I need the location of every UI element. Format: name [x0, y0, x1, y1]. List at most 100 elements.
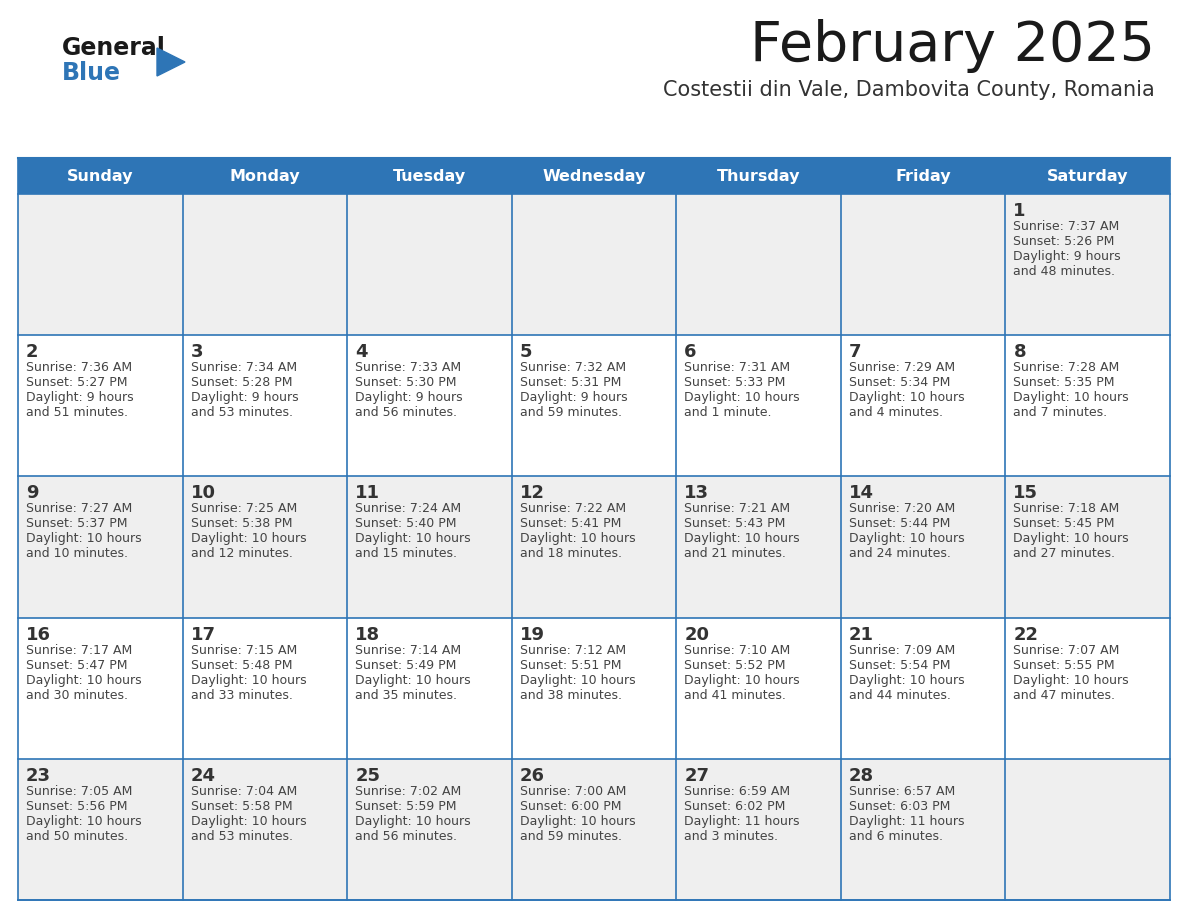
Text: and 35 minutes.: and 35 minutes.: [355, 688, 457, 701]
Bar: [1005, 476, 1170, 618]
Text: Sunrise: 7:33 AM: Sunrise: 7:33 AM: [355, 361, 461, 375]
Text: Friday: Friday: [896, 169, 950, 184]
Text: and 38 minutes.: and 38 minutes.: [519, 688, 621, 701]
Text: Sunset: 5:48 PM: Sunset: 5:48 PM: [190, 658, 292, 672]
Text: and 15 minutes.: and 15 minutes.: [355, 547, 457, 560]
Text: Daylight: 9 hours: Daylight: 9 hours: [26, 391, 133, 404]
Text: Sunset: 5:31 PM: Sunset: 5:31 PM: [519, 376, 621, 389]
Text: and 51 minutes.: and 51 minutes.: [26, 406, 128, 420]
Bar: [841, 759, 1005, 900]
Bar: [183, 618, 347, 759]
Text: 19: 19: [519, 625, 545, 644]
Bar: [676, 335, 841, 476]
Text: Sunrise: 7:22 AM: Sunrise: 7:22 AM: [519, 502, 626, 515]
Text: Wednesday: Wednesday: [542, 169, 646, 184]
Bar: [347, 618, 512, 759]
Bar: [1005, 618, 1170, 759]
Bar: [676, 618, 841, 759]
Text: Daylight: 9 hours: Daylight: 9 hours: [1013, 250, 1121, 263]
Text: 18: 18: [355, 625, 380, 644]
Text: 4: 4: [355, 343, 367, 361]
Bar: [1005, 759, 1170, 900]
Text: 9: 9: [26, 485, 38, 502]
Text: Daylight: 10 hours: Daylight: 10 hours: [684, 674, 800, 687]
Text: and 44 minutes.: and 44 minutes.: [849, 688, 950, 701]
Text: Sunrise: 7:15 AM: Sunrise: 7:15 AM: [190, 644, 297, 656]
Text: Sunrise: 7:21 AM: Sunrise: 7:21 AM: [684, 502, 790, 515]
Text: and 27 minutes.: and 27 minutes.: [1013, 547, 1116, 560]
Text: and 10 minutes.: and 10 minutes.: [26, 547, 128, 560]
Text: Daylight: 10 hours: Daylight: 10 hours: [190, 815, 307, 828]
Text: and 3 minutes.: and 3 minutes.: [684, 830, 778, 843]
Text: Sunrise: 7:14 AM: Sunrise: 7:14 AM: [355, 644, 461, 656]
Text: Costestii din Vale, Dambovita County, Romania: Costestii din Vale, Dambovita County, Ro…: [663, 80, 1155, 100]
Text: and 18 minutes.: and 18 minutes.: [519, 547, 621, 560]
Text: 1: 1: [1013, 202, 1026, 220]
Text: Daylight: 10 hours: Daylight: 10 hours: [684, 391, 800, 404]
Text: 6: 6: [684, 343, 697, 361]
Text: Sunset: 5:54 PM: Sunset: 5:54 PM: [849, 658, 950, 672]
Text: 14: 14: [849, 485, 874, 502]
Text: and 53 minutes.: and 53 minutes.: [190, 406, 292, 420]
Bar: [512, 158, 676, 194]
Text: February 2025: February 2025: [750, 19, 1155, 73]
Text: Daylight: 11 hours: Daylight: 11 hours: [849, 815, 965, 828]
Text: Sunday: Sunday: [67, 169, 133, 184]
Text: Sunset: 5:41 PM: Sunset: 5:41 PM: [519, 518, 621, 531]
Text: 28: 28: [849, 767, 874, 785]
Bar: [676, 759, 841, 900]
Bar: [347, 335, 512, 476]
Text: Monday: Monday: [229, 169, 301, 184]
Text: 16: 16: [26, 625, 51, 644]
Text: Daylight: 10 hours: Daylight: 10 hours: [355, 815, 470, 828]
Bar: [183, 759, 347, 900]
Text: Sunset: 6:00 PM: Sunset: 6:00 PM: [519, 800, 621, 812]
Text: Daylight: 10 hours: Daylight: 10 hours: [26, 674, 141, 687]
Text: and 12 minutes.: and 12 minutes.: [190, 547, 292, 560]
Text: Daylight: 9 hours: Daylight: 9 hours: [355, 391, 463, 404]
Text: and 59 minutes.: and 59 minutes.: [519, 830, 621, 843]
Text: 3: 3: [190, 343, 203, 361]
Text: Sunrise: 7:27 AM: Sunrise: 7:27 AM: [26, 502, 132, 515]
Text: and 4 minutes.: and 4 minutes.: [849, 406, 943, 420]
Text: Sunset: 5:59 PM: Sunset: 5:59 PM: [355, 800, 456, 812]
Text: 27: 27: [684, 767, 709, 785]
Text: 23: 23: [26, 767, 51, 785]
Text: Sunrise: 7:25 AM: Sunrise: 7:25 AM: [190, 502, 297, 515]
Text: and 24 minutes.: and 24 minutes.: [849, 547, 950, 560]
Text: Daylight: 10 hours: Daylight: 10 hours: [849, 391, 965, 404]
Text: 26: 26: [519, 767, 545, 785]
Text: Tuesday: Tuesday: [393, 169, 466, 184]
Text: 20: 20: [684, 625, 709, 644]
Bar: [676, 194, 841, 335]
Text: Sunset: 5:43 PM: Sunset: 5:43 PM: [684, 518, 785, 531]
Bar: [841, 618, 1005, 759]
Text: Blue: Blue: [62, 61, 121, 85]
Text: Sunrise: 7:04 AM: Sunrise: 7:04 AM: [190, 785, 297, 798]
Text: Sunrise: 7:05 AM: Sunrise: 7:05 AM: [26, 785, 132, 798]
Text: Sunset: 5:44 PM: Sunset: 5:44 PM: [849, 518, 950, 531]
Bar: [347, 759, 512, 900]
Text: Sunset: 5:45 PM: Sunset: 5:45 PM: [1013, 518, 1114, 531]
Bar: [841, 194, 1005, 335]
Text: Sunset: 6:03 PM: Sunset: 6:03 PM: [849, 800, 950, 812]
Text: and 21 minutes.: and 21 minutes.: [684, 547, 786, 560]
Text: Daylight: 11 hours: Daylight: 11 hours: [684, 815, 800, 828]
Text: and 6 minutes.: and 6 minutes.: [849, 830, 943, 843]
Text: Daylight: 9 hours: Daylight: 9 hours: [519, 391, 627, 404]
Text: Sunrise: 6:59 AM: Sunrise: 6:59 AM: [684, 785, 790, 798]
Text: 13: 13: [684, 485, 709, 502]
Bar: [347, 194, 512, 335]
Text: Sunset: 5:56 PM: Sunset: 5:56 PM: [26, 800, 127, 812]
Text: Daylight: 10 hours: Daylight: 10 hours: [849, 532, 965, 545]
Text: Daylight: 10 hours: Daylight: 10 hours: [1013, 674, 1129, 687]
Text: Sunrise: 7:31 AM: Sunrise: 7:31 AM: [684, 361, 790, 375]
Text: Sunset: 5:38 PM: Sunset: 5:38 PM: [190, 518, 292, 531]
Bar: [18, 194, 183, 335]
Text: Sunrise: 7:07 AM: Sunrise: 7:07 AM: [1013, 644, 1120, 656]
Text: Sunrise: 7:34 AM: Sunrise: 7:34 AM: [190, 361, 297, 375]
Text: Sunrise: 7:32 AM: Sunrise: 7:32 AM: [519, 361, 626, 375]
Text: Sunset: 5:49 PM: Sunset: 5:49 PM: [355, 658, 456, 672]
Bar: [18, 476, 183, 618]
Text: Daylight: 10 hours: Daylight: 10 hours: [190, 532, 307, 545]
